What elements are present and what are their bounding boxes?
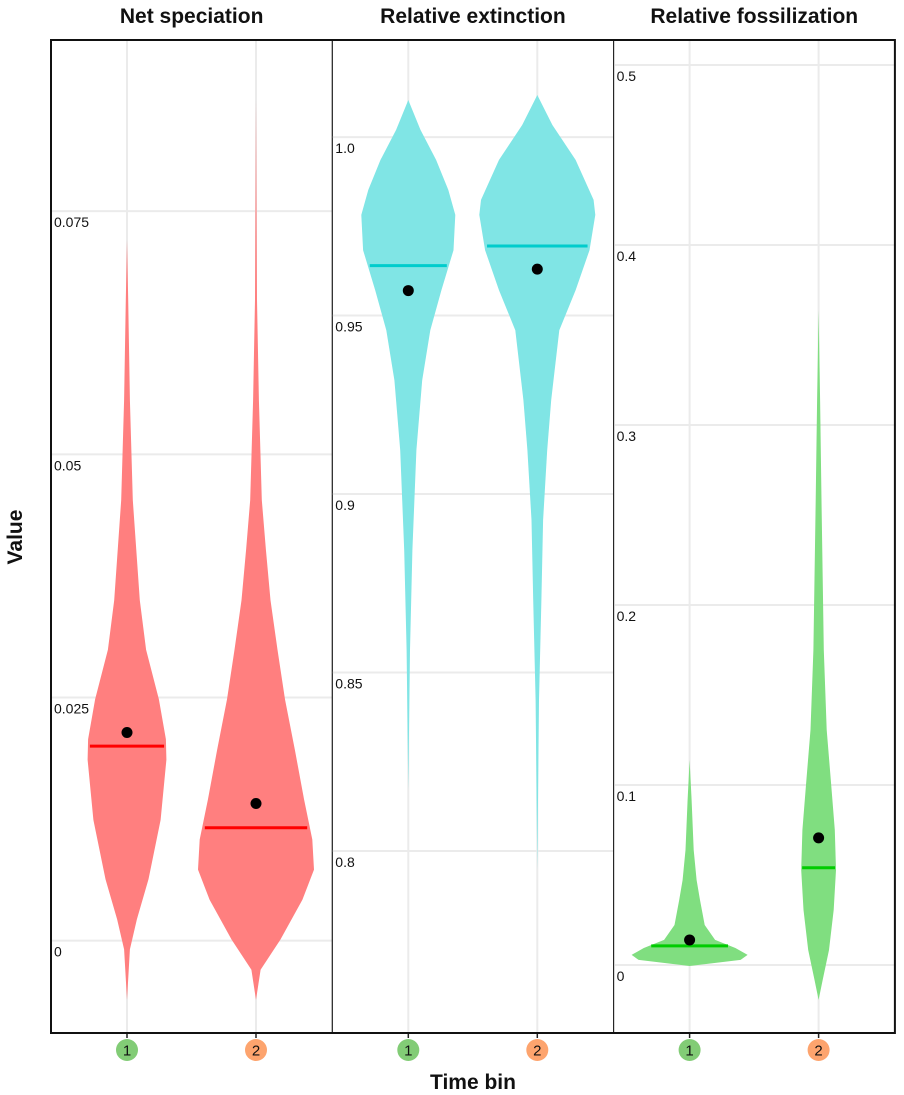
violin-2 — [198, 100, 314, 1000]
y-tick-label: 0.4 — [617, 248, 637, 264]
y-tick-label: 0.3 — [617, 428, 637, 444]
y-tick-label: 0.1 — [617, 788, 637, 804]
y-tick-label: 0.5 — [617, 68, 637, 84]
mean-point — [250, 797, 262, 809]
x-category-badge — [245, 1039, 267, 1061]
panel-title: Relative fossilization — [650, 5, 858, 28]
x-axis-label: Time bin — [430, 1071, 516, 1094]
mean-point — [531, 263, 543, 275]
x-tick-label: 2 — [252, 1043, 260, 1060]
y-tick-label: 0.2 — [617, 608, 637, 624]
plot-frame — [50, 39, 896, 1034]
x-tick-label: 1 — [404, 1043, 412, 1060]
panel-title: Relative extinction — [380, 5, 566, 28]
y-axis-label: Value — [4, 510, 27, 565]
y-tick-label: 0.025 — [54, 700, 89, 716]
x-category-badge — [678, 1039, 701, 1061]
panel-2: Relative extinction 0.8 0.85 0.9 0.95 1.0 1 2 — [331, 5, 615, 1061]
y-tick-label: 0.9 — [335, 497, 355, 513]
violin-1 — [87, 240, 167, 1000]
violin-2 — [479, 95, 596, 870]
violin-1 — [631, 760, 748, 966]
mean-point — [813, 832, 825, 844]
x-category-badge — [807, 1039, 830, 1061]
mean-point — [121, 726, 133, 738]
y-tick-label: 0.075 — [54, 214, 89, 230]
y-tick-label: 0 — [617, 968, 625, 984]
x-tick-label: 2 — [814, 1043, 822, 1060]
y-tick-label: 0.8 — [335, 854, 355, 870]
panel-1: Net speciation 0 0.025 0.05 0.075 1 2 — [50, 5, 333, 1061]
mean-point — [684, 934, 696, 946]
x-category-badge — [397, 1039, 420, 1061]
x-tick-label: 2 — [533, 1043, 541, 1060]
x-tick-label: 1 — [123, 1043, 131, 1060]
y-tick-label: 0.05 — [54, 457, 81, 473]
y-tick-label: 1.0 — [335, 140, 355, 156]
x-tick-label: 1 — [685, 1043, 693, 1060]
mean-point — [402, 285, 414, 297]
violin-2 — [801, 310, 836, 1000]
x-category-badge — [526, 1039, 549, 1061]
panel-3: Relative fossilization 0 0.1 0.2 0.3 0.4 0.5 1 2 — [613, 5, 896, 1061]
x-category-badge — [116, 1039, 138, 1061]
y-tick-label: 0 — [54, 944, 62, 960]
panel-title: Net speciation — [120, 5, 264, 28]
y-tick-label: 0.95 — [335, 319, 362, 335]
panel-border — [613, 39, 896, 1034]
violin-1 — [361, 100, 456, 790]
y-tick-label: 0.85 — [335, 675, 362, 691]
